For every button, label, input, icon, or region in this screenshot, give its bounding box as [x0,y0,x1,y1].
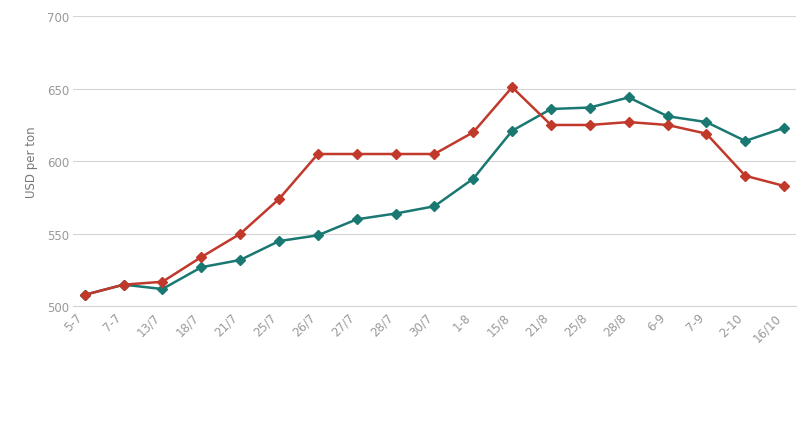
Thailand [662,123,672,128]
Vietnam [507,129,517,134]
Legend: Vietnam, Thailand: Vietnam, Thailand [337,424,531,426]
Vietnam [662,115,672,120]
Thailand [546,123,556,128]
Thailand [274,197,284,202]
Vietnam [623,95,633,101]
Thailand [196,255,206,260]
Thailand [779,184,788,189]
Line: Thailand: Thailand [81,84,787,299]
Y-axis label: USD per ton: USD per ton [25,126,38,198]
Thailand [351,152,361,157]
Thailand [584,123,594,128]
Thailand [157,279,167,285]
Thailand [468,130,478,135]
Thailand [623,120,633,125]
Vietnam [429,204,439,209]
Line: Vietnam: Vietnam [81,95,787,299]
Thailand [118,282,128,288]
Vietnam [235,258,245,263]
Vietnam [779,126,788,131]
Thailand [740,174,749,179]
Thailand [507,86,517,91]
Vietnam [118,282,128,288]
Vietnam [701,120,710,125]
Vietnam [546,107,556,112]
Vietnam [274,239,284,244]
Vietnam [351,217,361,222]
Thailand [79,293,89,298]
Vietnam [312,233,322,238]
Vietnam [468,177,478,182]
Vietnam [196,265,206,270]
Vietnam [79,293,89,298]
Thailand [235,232,245,237]
Thailand [312,152,322,157]
Vietnam [157,287,167,292]
Vietnam [390,211,400,216]
Vietnam [740,139,749,144]
Thailand [701,132,710,137]
Thailand [429,152,439,157]
Vietnam [584,106,594,111]
Thailand [390,152,400,157]
